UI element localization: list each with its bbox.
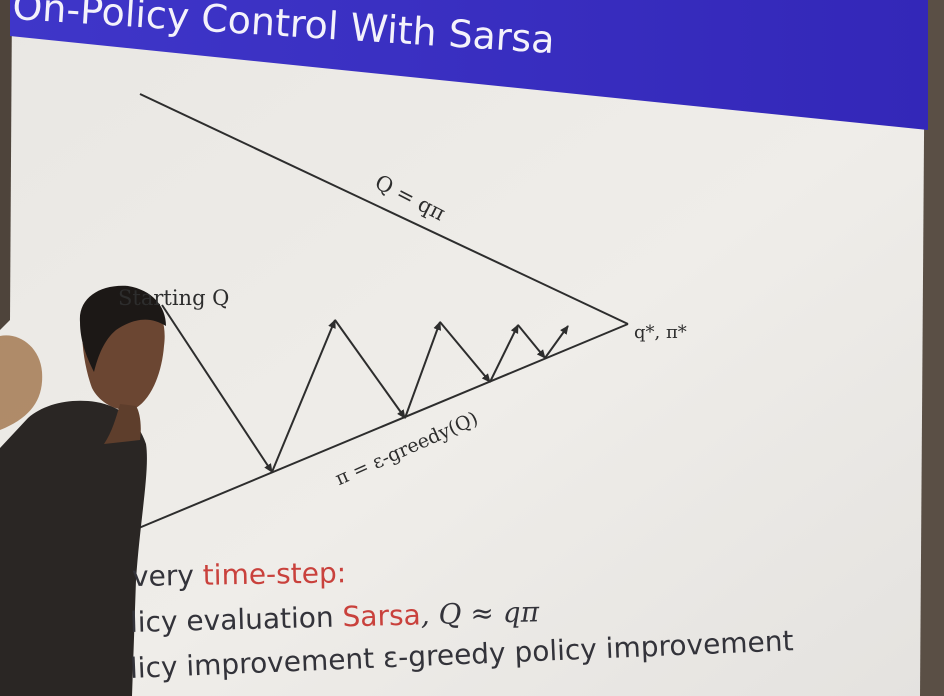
arrow-8 — [544, 325, 569, 359]
optimum-label: q*, π* — [634, 322, 687, 343]
screen-edge-right — [920, 0, 944, 696]
start-label: Starting Q — [118, 286, 230, 310]
presenter-silhouette — [0, 285, 166, 696]
bullet-1-prefix: very — [131, 558, 204, 593]
arrow-7 — [517, 324, 546, 359]
slide-header-bar — [10, 0, 928, 130]
bullet-2-suffix: , Q ≈ qπ — [420, 595, 540, 632]
arrow-5 — [439, 321, 491, 383]
zigzag-arrows — [161, 304, 569, 473]
screen-edge-left — [0, 0, 12, 330]
arrow-6 — [489, 324, 519, 383]
arrow-2 — [271, 319, 336, 473]
arrow-3 — [334, 319, 406, 419]
bullet-2-prefix: licy evaluation — [129, 600, 343, 639]
arrow-1 — [161, 304, 273, 473]
bullet-1-highlight: time-step: — [202, 556, 347, 592]
upper-line — [139, 93, 629, 325]
bullet-2-highlight: Sarsa — [342, 598, 422, 634]
bullet-every-time-step: very time-step: — [132, 556, 347, 593]
arrow-4 — [404, 321, 442, 419]
